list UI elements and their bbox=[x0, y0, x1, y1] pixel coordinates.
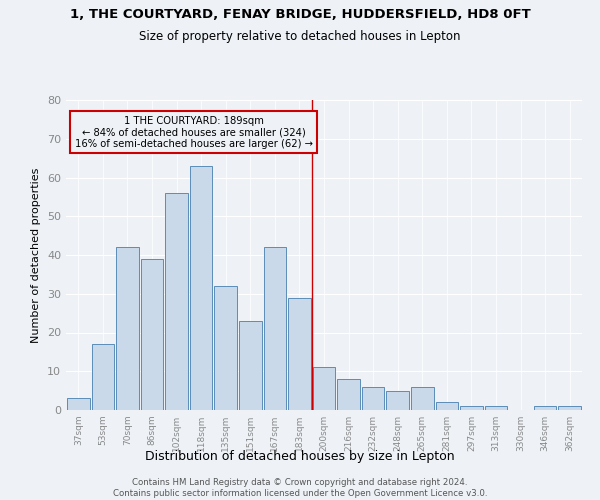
Y-axis label: Number of detached properties: Number of detached properties bbox=[31, 168, 41, 342]
Bar bbox=[534, 406, 556, 410]
Bar bbox=[411, 387, 434, 410]
Bar bbox=[313, 368, 335, 410]
Bar bbox=[190, 166, 212, 410]
Bar bbox=[239, 321, 262, 410]
Bar bbox=[288, 298, 311, 410]
Bar bbox=[386, 390, 409, 410]
Bar bbox=[92, 344, 114, 410]
Text: Distribution of detached houses by size in Lepton: Distribution of detached houses by size … bbox=[145, 450, 455, 463]
Bar bbox=[263, 247, 286, 410]
Text: Size of property relative to detached houses in Lepton: Size of property relative to detached ho… bbox=[139, 30, 461, 43]
Bar bbox=[436, 402, 458, 410]
Text: 1, THE COURTYARD, FENAY BRIDGE, HUDDERSFIELD, HD8 0FT: 1, THE COURTYARD, FENAY BRIDGE, HUDDERSF… bbox=[70, 8, 530, 20]
Text: Contains HM Land Registry data © Crown copyright and database right 2024.
Contai: Contains HM Land Registry data © Crown c… bbox=[113, 478, 487, 498]
Bar bbox=[165, 193, 188, 410]
Bar bbox=[116, 247, 139, 410]
Bar bbox=[337, 379, 360, 410]
Bar bbox=[460, 406, 483, 410]
Bar bbox=[362, 387, 385, 410]
Bar bbox=[214, 286, 237, 410]
Bar bbox=[67, 398, 89, 410]
Bar bbox=[559, 406, 581, 410]
Bar bbox=[140, 259, 163, 410]
Text: 1 THE COURTYARD: 189sqm
← 84% of detached houses are smaller (324)
16% of semi-d: 1 THE COURTYARD: 189sqm ← 84% of detache… bbox=[75, 116, 313, 148]
Bar bbox=[485, 406, 508, 410]
